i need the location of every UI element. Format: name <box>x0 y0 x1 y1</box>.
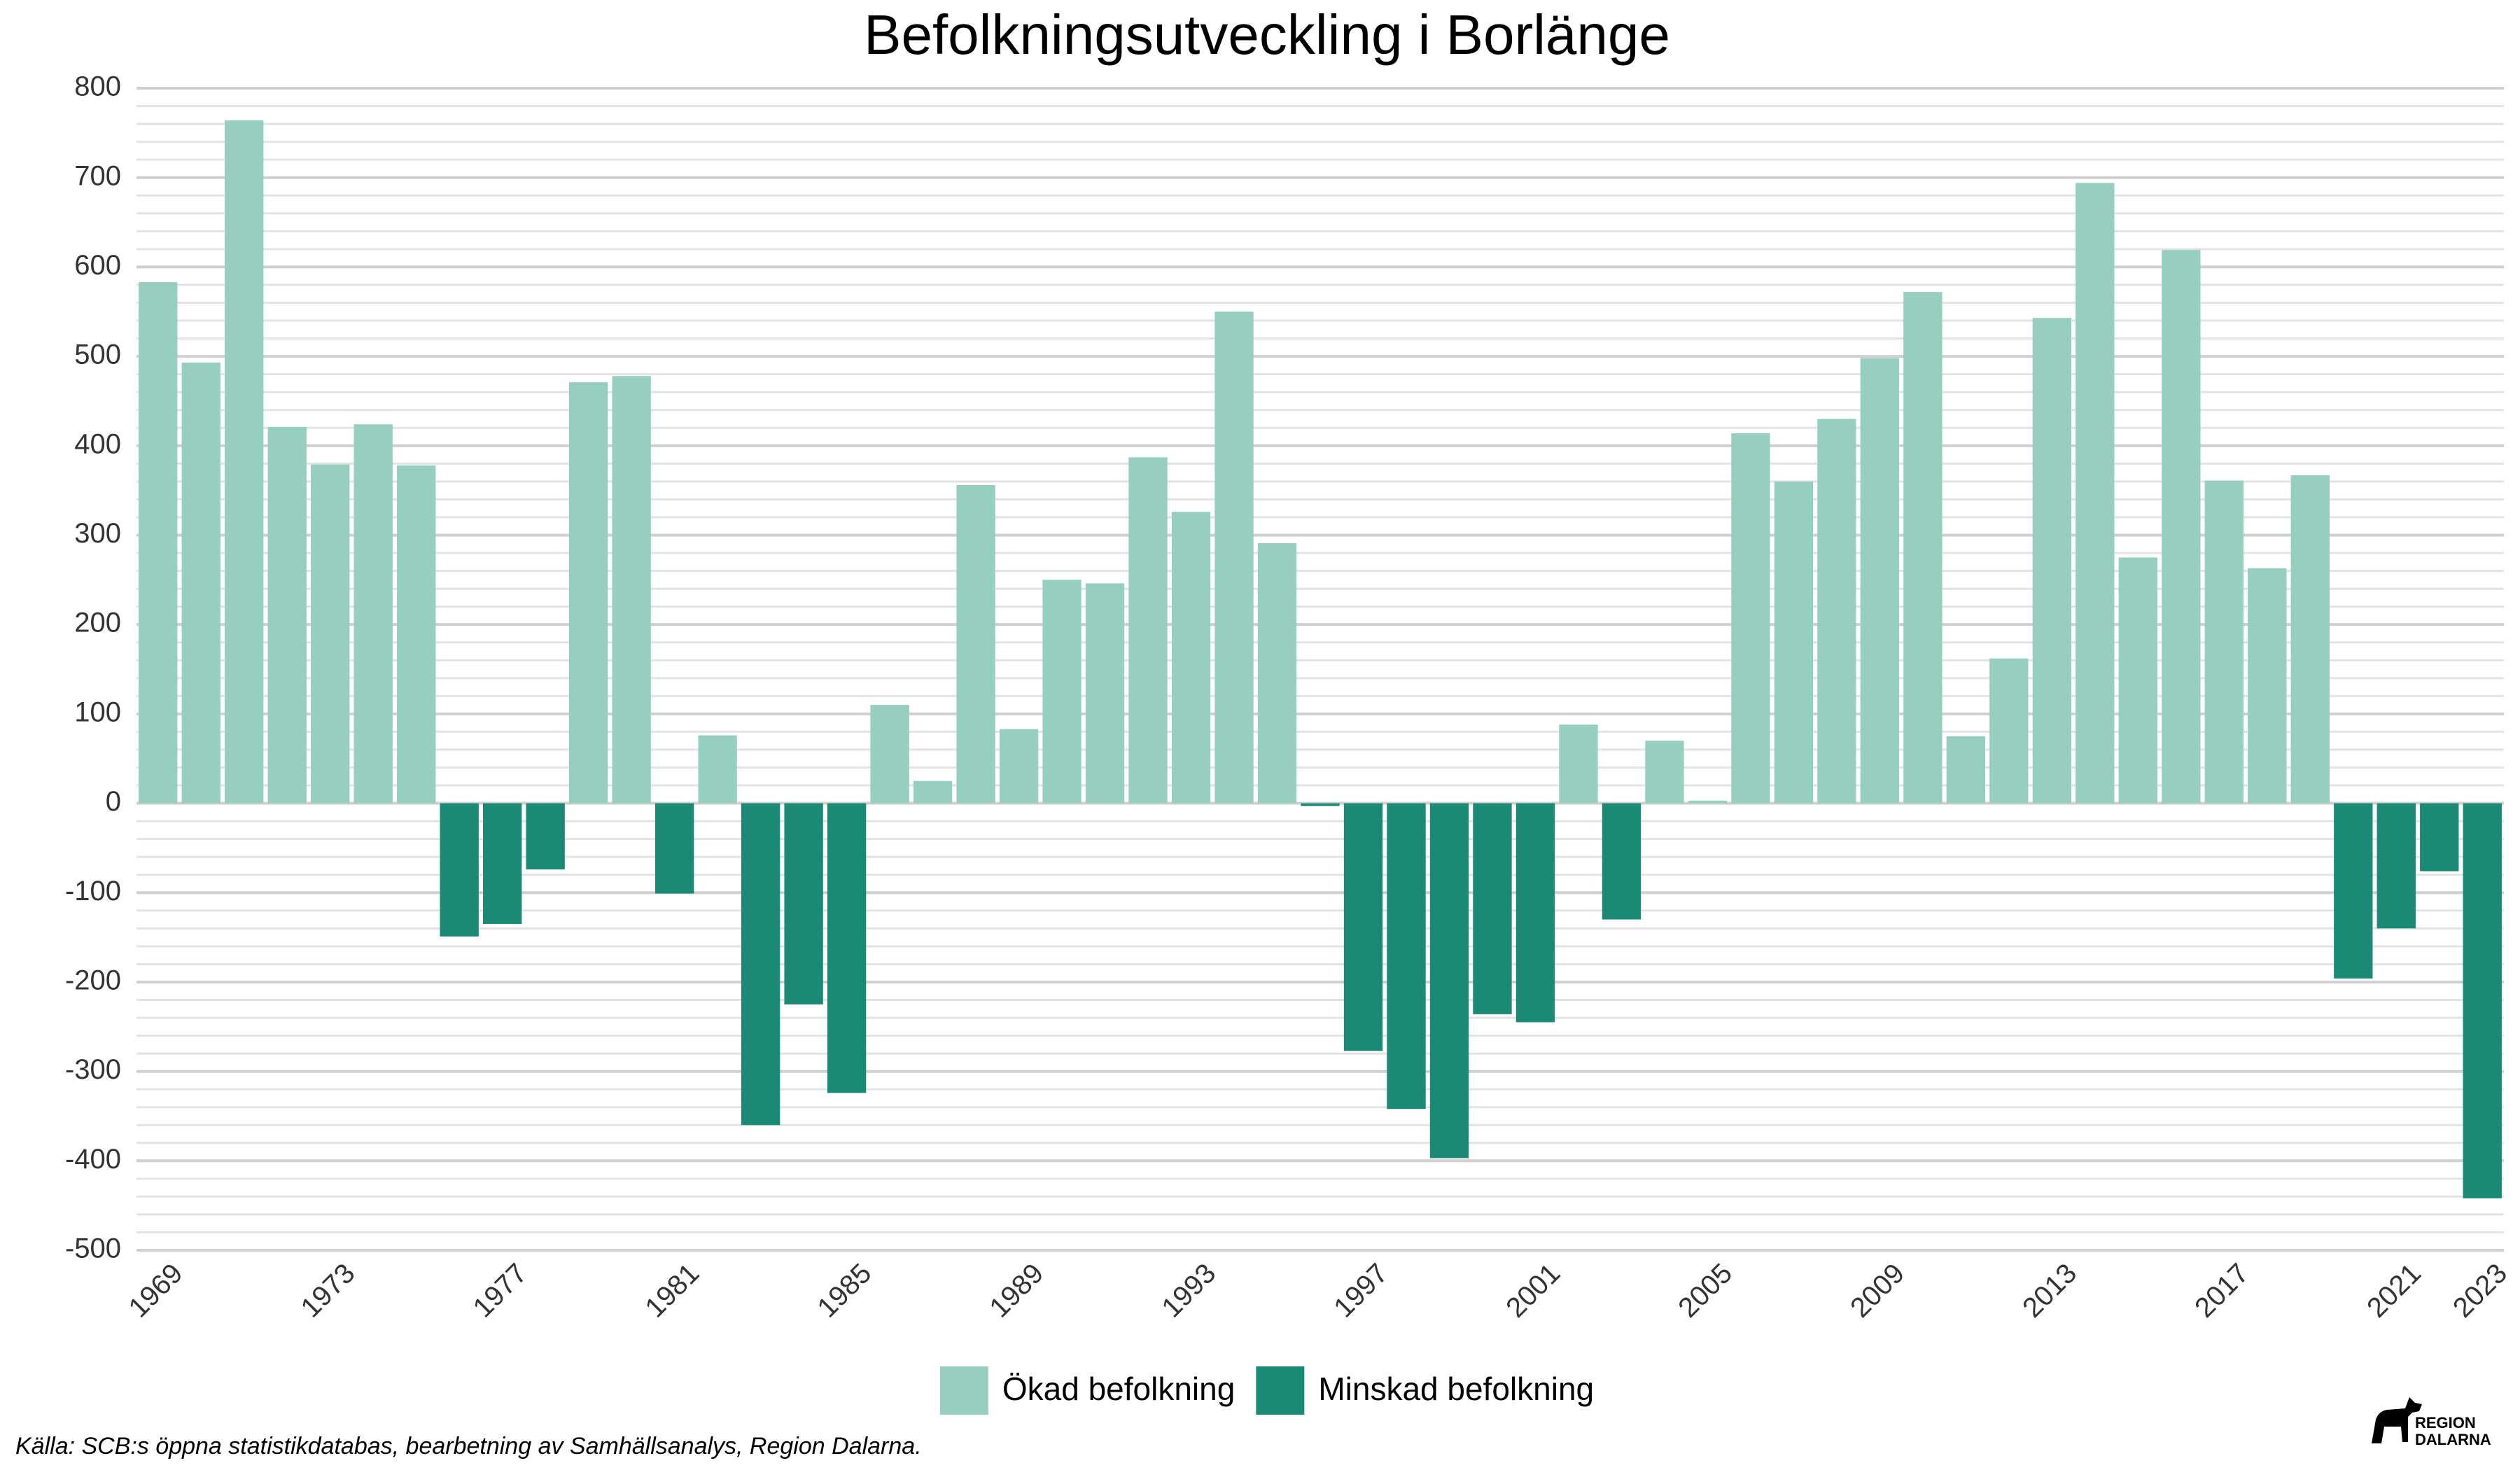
y-tick-label: 100 <box>74 696 121 727</box>
bar <box>2463 803 2502 1198</box>
y-tick-label: 700 <box>74 160 121 191</box>
logo-horse <box>2372 1397 2422 1443</box>
y-tick-label: 500 <box>74 340 121 370</box>
bar <box>1989 658 2029 804</box>
bar <box>1128 457 1168 804</box>
bar <box>2248 568 2287 804</box>
bar <box>1473 803 1512 1014</box>
logo-text: DALARNA <box>2415 1431 2491 1448</box>
logo-text: REGION <box>2415 1414 2476 1432</box>
bar <box>568 382 608 804</box>
y-tick-label: 600 <box>74 250 121 281</box>
bar <box>225 120 264 804</box>
y-tick-label: -200 <box>65 965 121 995</box>
y-tick-label: -500 <box>65 1233 121 1264</box>
bar <box>870 705 909 804</box>
bar <box>526 803 565 870</box>
bar <box>2076 183 2115 804</box>
bar <box>1257 542 1297 804</box>
bar <box>2204 480 2244 804</box>
bar <box>139 282 178 804</box>
y-tick-label: 0 <box>106 786 121 817</box>
bar <box>1559 724 1598 804</box>
y-tick-label: -100 <box>65 876 121 906</box>
bar <box>1731 433 1770 804</box>
bar <box>1516 803 1555 1023</box>
bar <box>1688 800 1728 804</box>
bar <box>2290 475 2330 804</box>
bar <box>2162 250 2201 804</box>
bar <box>913 780 953 804</box>
bar <box>1903 292 1942 804</box>
bar <box>1343 803 1383 1051</box>
bar <box>2420 803 2459 872</box>
bar <box>397 465 436 804</box>
bar <box>741 803 780 1126</box>
y-tick-label: -300 <box>65 1054 121 1085</box>
bar <box>2032 318 2072 804</box>
bar <box>654 803 694 894</box>
source-note: Källa: SCB:s öppna statistikdatabas, bea… <box>15 1433 922 1460</box>
bar <box>1860 358 1900 804</box>
bar <box>440 803 479 937</box>
bar <box>2334 803 2373 979</box>
bar <box>1645 741 1684 804</box>
bar <box>2376 803 2416 929</box>
bar <box>1387 803 1426 1110</box>
bar <box>1946 736 1986 804</box>
bar <box>1042 580 1082 804</box>
bar <box>784 803 823 1004</box>
bar <box>2118 557 2157 804</box>
chart-title: Befolkningsutveckling i Borlänge <box>864 4 1670 66</box>
bar <box>1602 803 1642 920</box>
bar <box>1301 803 1340 806</box>
bar <box>483 803 522 924</box>
bar <box>1429 803 1469 1158</box>
bar <box>181 363 220 804</box>
bar <box>956 484 995 804</box>
bar <box>698 735 737 804</box>
legend-label: Minskad befolkning <box>1318 1371 1594 1407</box>
bar <box>612 376 651 804</box>
grid <box>136 87 2504 1252</box>
bar <box>1214 312 1254 804</box>
legend-swatch <box>939 1366 988 1415</box>
y-tick-label: 800 <box>74 71 121 102</box>
bar <box>1817 419 1856 804</box>
y-tick-label: 400 <box>74 428 121 459</box>
legend: Ökad befolkning Minskad befolkning <box>939 1366 1594 1415</box>
bar <box>311 464 350 804</box>
bar <box>354 424 393 804</box>
bar <box>827 803 867 1093</box>
legend-swatch <box>1256 1366 1305 1415</box>
logo: REGION DALARNA <box>2372 1397 2491 1448</box>
bar <box>1171 512 1211 804</box>
y-tick-label: -400 <box>65 1144 121 1175</box>
legend-label: Ökad befolkning <box>1002 1371 1235 1407</box>
bar <box>1774 481 1814 804</box>
bar <box>1085 583 1125 804</box>
bar <box>999 729 1039 804</box>
bar <box>267 426 307 804</box>
y-tick-label: 200 <box>74 608 121 638</box>
y-tick-label: 300 <box>74 518 121 549</box>
